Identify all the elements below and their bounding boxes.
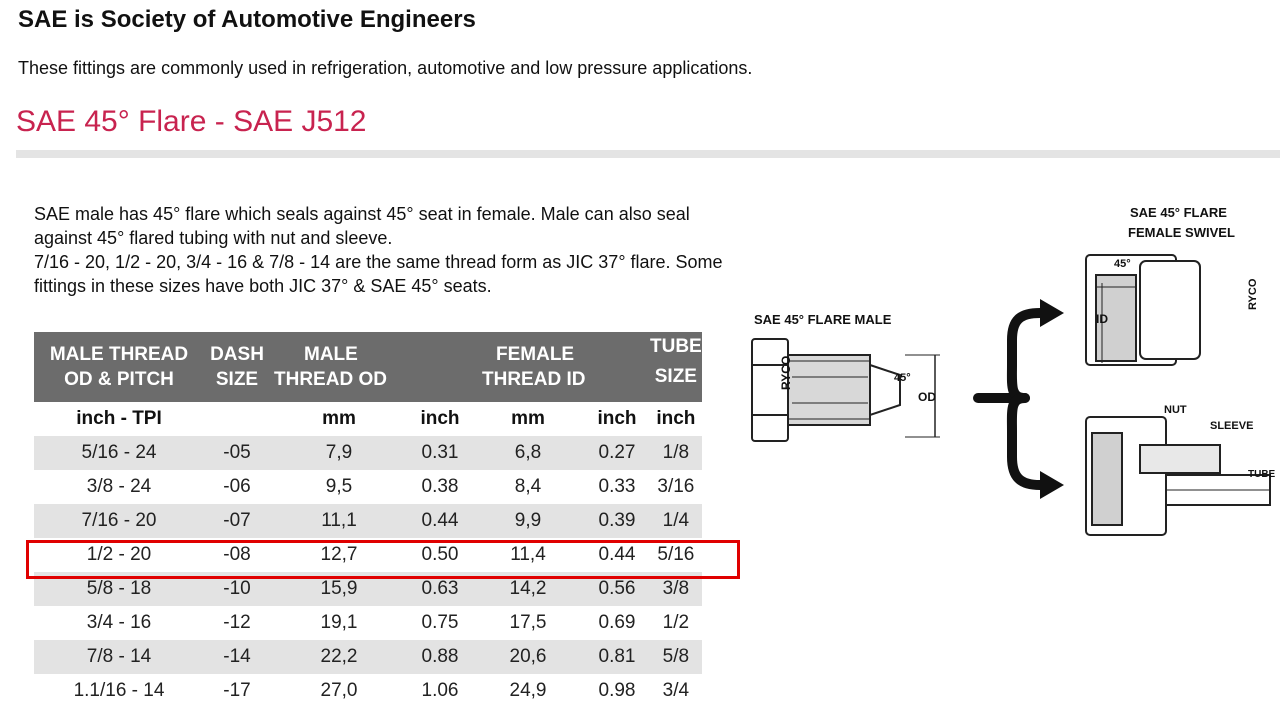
table-cell: 1/8 [650,436,702,470]
units-row: inch - TPI mm inch mm inch inch [34,402,702,436]
description: SAE male has 45° flare which seals again… [34,202,724,298]
table-cell: 0.50 [421,544,459,565]
table-cell: 22,2 [270,640,408,674]
table-cell: 11,1 [270,504,408,538]
table-cell: 5/8 [650,640,702,674]
unit-cell [204,402,270,436]
arrow-up-head [1040,299,1064,327]
arrow-down-head [1040,471,1064,499]
table-cell: 7/16 - 20 [34,504,204,538]
brand-label-female: RYCO [1247,278,1259,310]
table-cell: -08 [223,544,251,565]
table-cell: 7,9 [270,436,408,470]
od-label: OD [918,390,936,404]
angle-label-male: 45° [894,372,911,384]
table-cell: 1.1/16 - 14 [73,680,165,701]
table-cell: 0.98 [598,680,636,701]
table-cell: 27,0 [320,680,358,701]
unit-cell: inch [656,408,696,429]
table-cell: 0.27 [584,436,650,470]
table-cell: 20,6 [472,640,584,674]
table-row: 1.1/16 - 14 -17 27,0 1.06 24,9 0.98 3/4 [34,674,702,708]
brace-arrow [973,308,1045,490]
table-cell: 0.75 [421,612,459,633]
table-cell: -06 [223,476,251,497]
nut-sleeve-drawing [1085,416,1271,536]
id-label: ID [1096,312,1108,326]
table-cell: 7/8 - 14 [34,640,204,674]
female-label-line1: SAE 45° FLARE [1130,205,1227,220]
unit-cell: inch [597,408,637,429]
table-cell: 0.81 [584,640,650,674]
table-cell: 12,7 [320,544,358,565]
nut-label: NUT [1164,404,1187,416]
table-cell: 3/4 - 16 [86,612,152,633]
table-row: 3/8 - 24 -06 9,5 0.38 8,4 0.33 3/16 [34,470,702,504]
table-cell: 0.38 [421,476,459,497]
table-cell: 17,5 [509,612,547,633]
table-cell: 3/8 - 24 [86,476,152,497]
table-cell: -12 [223,612,251,633]
table-cell: -05 [204,436,270,470]
highlighted-row-outline [26,540,740,579]
table-cell: 9,9 [472,504,584,538]
male-fitting-drawing [751,338,940,442]
table-cell: 0.44 [598,544,636,565]
sleeve-label: SLEEVE [1210,420,1253,432]
brand-label-male: RYCO [779,356,793,390]
table-cell: 3/16 [657,476,695,497]
header-female-thread-id: FEMALE THREAD ID [472,332,650,402]
table-cell: -14 [204,640,270,674]
table-cell: 0.88 [408,640,472,674]
female-swivel-drawing [1085,254,1201,366]
header-male-thread: MALE THREAD OD & PITCH [34,332,204,402]
unit-cell: inch - TPI [76,408,162,429]
table-cell: 19,1 [320,612,358,633]
male-fitting-label: SAE 45° FLARE MALE [754,312,892,327]
intro-text: These fittings are commonly used in refr… [18,58,753,78]
table-header-row: MALE THREAD OD & PITCH DASH SIZE MALE THREA… [34,332,702,402]
header-male-thread-od: MALE THREAD OD [270,332,408,402]
table-cell: 6,8 [472,436,584,470]
table-cell: 3/4 [662,680,690,701]
unit-cell: inch [420,408,460,429]
table-cell: 1/4 [650,504,702,538]
table-row: 7/8 - 14 -14 22,2 0.88 20,6 0.81 5/8 [34,640,702,674]
table-cell: 0.44 [408,504,472,538]
header-dash-size: DASH SIZE [204,332,270,402]
table-cell: 0.33 [598,476,636,497]
table-cell: 11,4 [510,544,546,565]
angle-label-female: 45° [1114,258,1131,270]
header-tube-size: TUBE SIZE [650,332,702,402]
section-title: SAE 45° Flare - SAE J512 [16,105,367,138]
table-cell: 5/16 - 24 [34,436,204,470]
page-heading: SAE is Society of Automotive Engineers [18,6,476,33]
female-label-line2: FEMALE SWIVEL [1128,225,1235,240]
table-row: 7/16 - 20 -07 11,1 0.44 9,9 0.39 1/4 [34,504,702,538]
table-cell: 8,4 [514,476,542,497]
table-cell: 0.39 [584,504,650,538]
table-row: 1/2 - 20 -08 12,7 0.50 11,4 0.44 5/16 [34,538,702,572]
description-paragraph-1: SAE male has 45° flare which seals again… [34,204,690,248]
table-row: 3/4 - 16 -12 19,1 0.75 17,5 0.69 1/2 [34,606,702,640]
table-cell: -07 [204,504,270,538]
flare-fitting-diagram: SAE 45° FLARE MALE RYCO 45° OD SAE 45° F… [751,205,1276,536]
header-spacer [408,332,472,402]
unit-cell: mm [511,408,545,429]
tube-label: TUBE [1248,469,1276,480]
section-divider [16,150,1280,158]
table-cell: 9,5 [325,476,353,497]
table-row: 5/16 - 24 -05 7,9 0.31 6,8 0.27 1/8 [34,436,702,470]
table-cell: -17 [223,680,251,701]
description-paragraph-2: 7/16 - 20, 1/2 - 20, 3/4 - 16 & 7/8 - 14… [34,252,723,296]
table-cell: 0.69 [598,612,636,633]
sae-flare-spec-table: MALE THREAD OD & PITCH DASH SIZE MALE THREA… [34,332,702,708]
unit-cell: mm [322,408,356,429]
table-cell: 0.31 [408,436,472,470]
table-cell: 1/2 [662,612,690,633]
table-cell: 1/2 - 20 [86,544,152,565]
table-cell: 1.06 [421,680,459,701]
table-cell: 5/16 [657,544,695,565]
table-cell: 24,9 [509,680,547,701]
